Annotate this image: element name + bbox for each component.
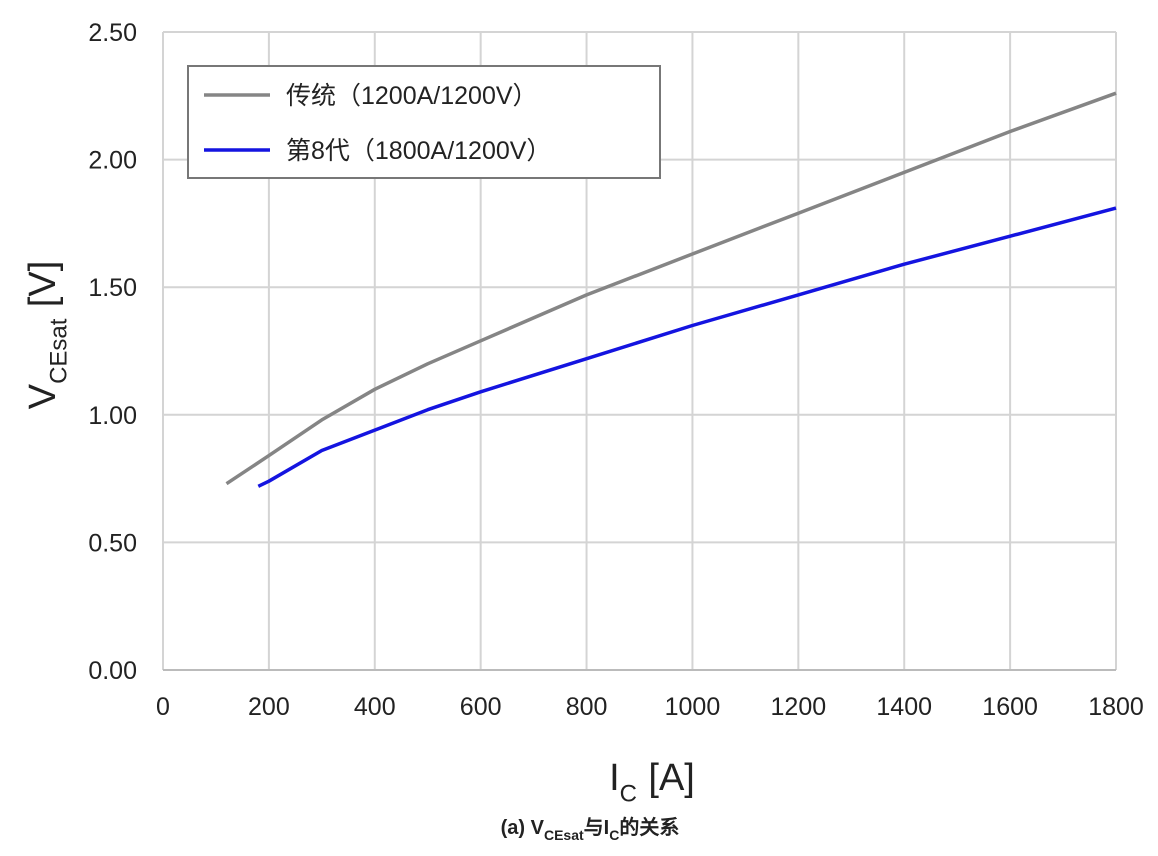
label-part: V — [22, 383, 64, 409]
y-tick-label: 1.00 — [88, 402, 137, 430]
x-tick-label: 0 — [156, 693, 170, 721]
label-part: C — [609, 827, 619, 843]
x-tick-label: 600 — [460, 693, 502, 721]
x-tick-label: 1600 — [982, 693, 1038, 721]
series-line — [257, 206, 1117, 488]
label-part: CEsat — [544, 827, 584, 843]
legend-label: 传统（1200A/1200V） — [286, 82, 538, 110]
x-tick-label: 1400 — [876, 693, 932, 721]
y-tick-label: 2.00 — [88, 147, 137, 175]
x-tick-label: 800 — [566, 693, 608, 721]
x-tick-label: 1800 — [1088, 693, 1144, 721]
label-part: (a) V — [501, 817, 545, 839]
label-part: I — [609, 757, 620, 799]
x-tick-label: 1200 — [771, 693, 827, 721]
label-part: C — [620, 780, 637, 807]
label-part: 的关系 — [619, 815, 679, 839]
y-tick-label: 2.50 — [88, 19, 137, 47]
label-part: 与I — [584, 816, 610, 839]
label-part: CEsat — [45, 318, 72, 384]
label-part: [V] — [22, 261, 64, 307]
x-tick-label: 1000 — [665, 693, 721, 721]
x-label: IC [A] — [609, 757, 695, 807]
y-tick-label: 0.00 — [88, 657, 137, 685]
legend-box — [187, 65, 661, 179]
series-line — [225, 91, 1117, 486]
label-part: [A] — [648, 757, 694, 799]
y-tick-label: 0.50 — [88, 529, 137, 557]
y-label: VCEsat [V] — [22, 261, 72, 410]
legend-label: 第8代（1800A/1200V） — [286, 137, 551, 165]
x-tick-label: 200 — [248, 693, 290, 721]
x-tick-label: 400 — [354, 693, 396, 721]
y-tick-label: 1.50 — [88, 274, 137, 302]
caption: (a) VCEsat与IC的关系 — [501, 815, 680, 843]
